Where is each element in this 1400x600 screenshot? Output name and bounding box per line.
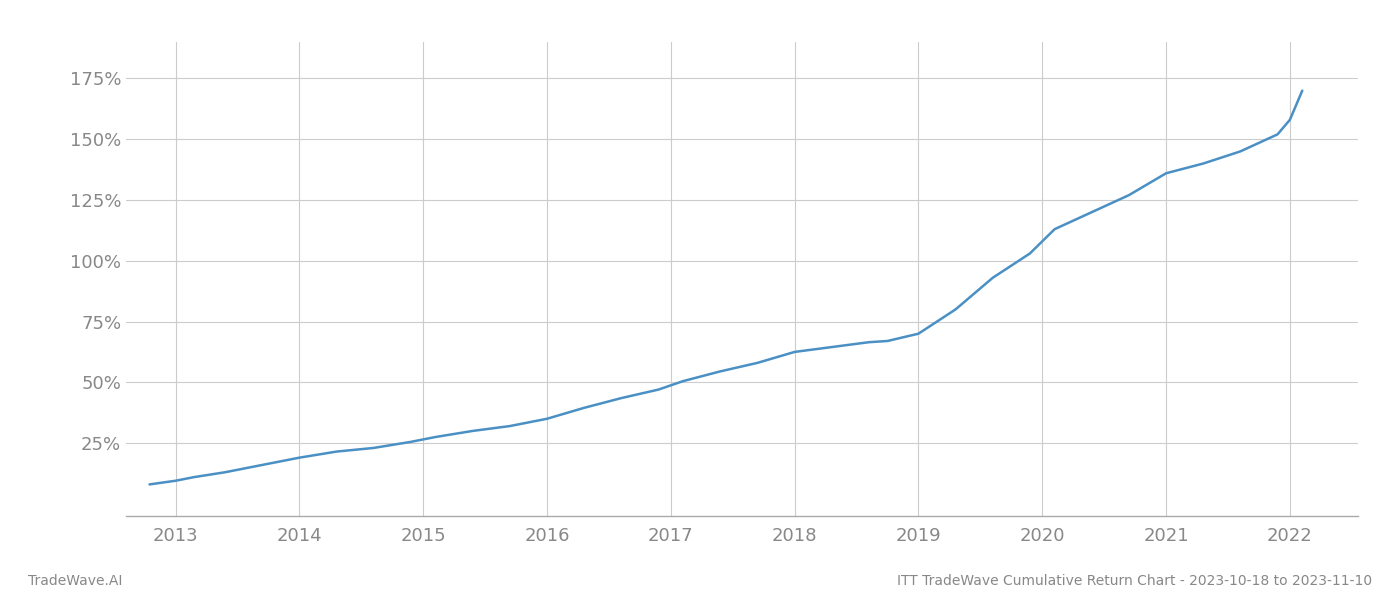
Text: ITT TradeWave Cumulative Return Chart - 2023-10-18 to 2023-11-10: ITT TradeWave Cumulative Return Chart - …: [897, 574, 1372, 588]
Text: TradeWave.AI: TradeWave.AI: [28, 574, 122, 588]
